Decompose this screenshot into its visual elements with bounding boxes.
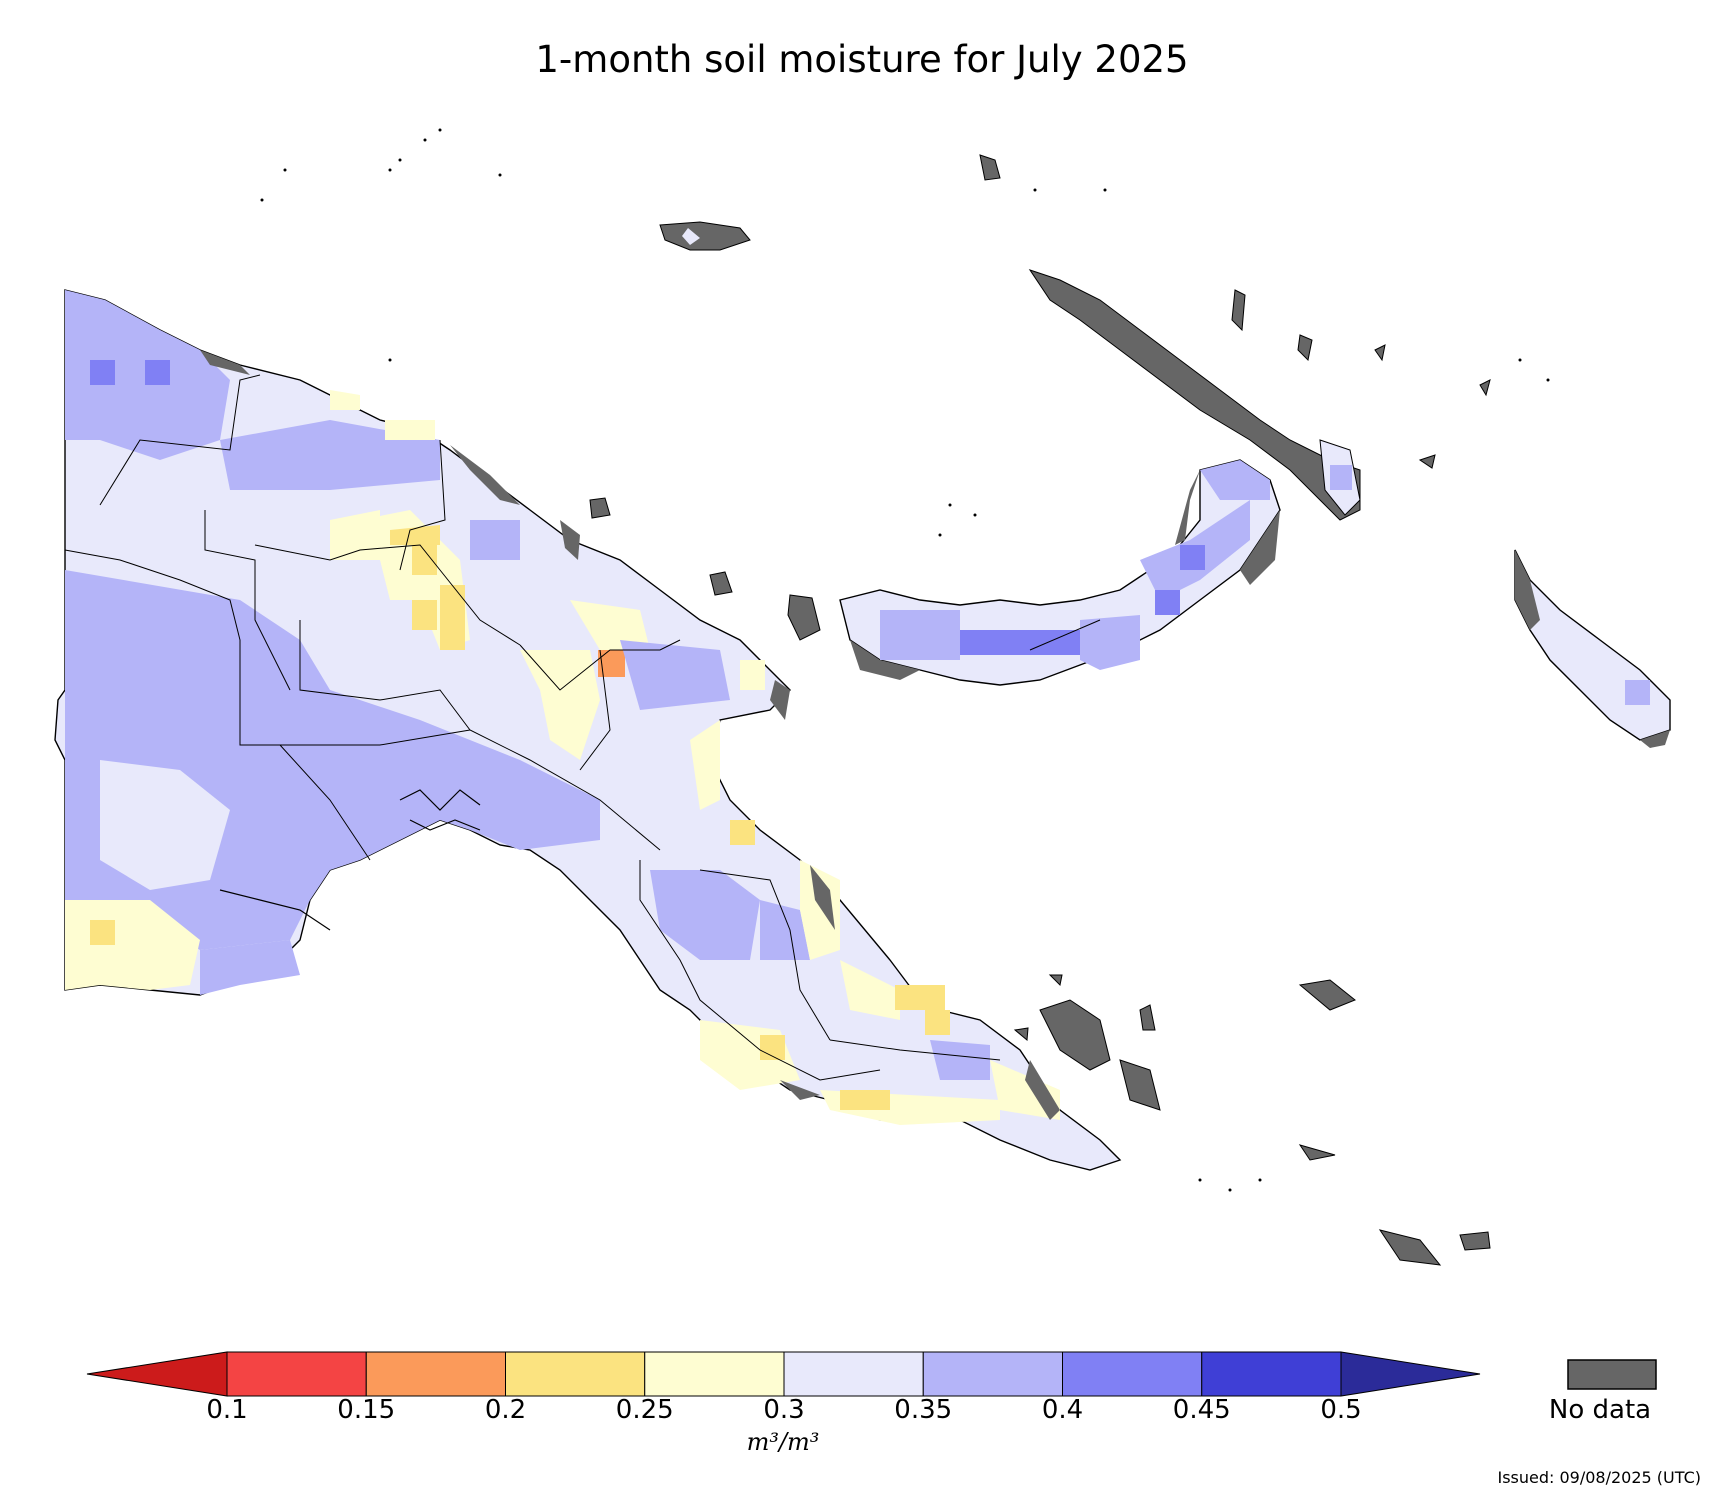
colorbar-tick-label: 0.15 <box>337 1395 396 1425</box>
colorbar-extend-high <box>1340 1351 1481 1397</box>
bougainville <box>1514 549 1671 748</box>
colorbar-bin <box>922 1351 1063 1397</box>
colorbar-tick-label: 0.4 <box>1041 1395 1084 1425</box>
colorbar-bin <box>226 1351 367 1397</box>
issued-date: Issued: 09/08/2025 (UTC) <box>1497 1468 1701 1487</box>
colorbar-bin <box>783 1351 924 1397</box>
mainland-region <box>54 289 1122 1171</box>
colorbar-bin <box>1201 1351 1342 1397</box>
colorbar-tick-label: 0.5 <box>1320 1395 1362 1425</box>
colorbar-tick-label: 0.35 <box>894 1395 953 1425</box>
soil-moisture-map[interactable] <box>0 0 1724 1330</box>
colorbar-tick-label: 0.25 <box>615 1395 674 1425</box>
colorbar-bin <box>505 1351 646 1397</box>
manus-island <box>659 221 751 251</box>
no-data-label: No data <box>1548 1395 1652 1425</box>
colorbar-tick-label: 0.3 <box>763 1395 805 1425</box>
unit-label: m³/m³ <box>746 1428 820 1456</box>
colorbar-bins <box>226 1351 1342 1397</box>
colorbar-bin <box>644 1351 785 1397</box>
no-data-swatch <box>1567 1359 1657 1390</box>
page-title: 1-month soil moisture for July 2025 <box>535 38 1189 81</box>
colorbar-tick-label: 0.2 <box>484 1395 527 1425</box>
colorbar-tick-label: 0.1 <box>206 1395 248 1425</box>
new-ireland <box>1028 269 1361 521</box>
colorbar <box>86 1351 1657 1397</box>
atolls <box>260 128 1550 1192</box>
colorbar-bin <box>365 1351 506 1397</box>
colorbar-tick-label: 0.45 <box>1172 1395 1231 1425</box>
minor-islands <box>589 154 1491 1266</box>
colorbar-extend-low <box>86 1351 228 1397</box>
colorbar-bin <box>1062 1351 1203 1397</box>
new-britain <box>839 459 1281 686</box>
